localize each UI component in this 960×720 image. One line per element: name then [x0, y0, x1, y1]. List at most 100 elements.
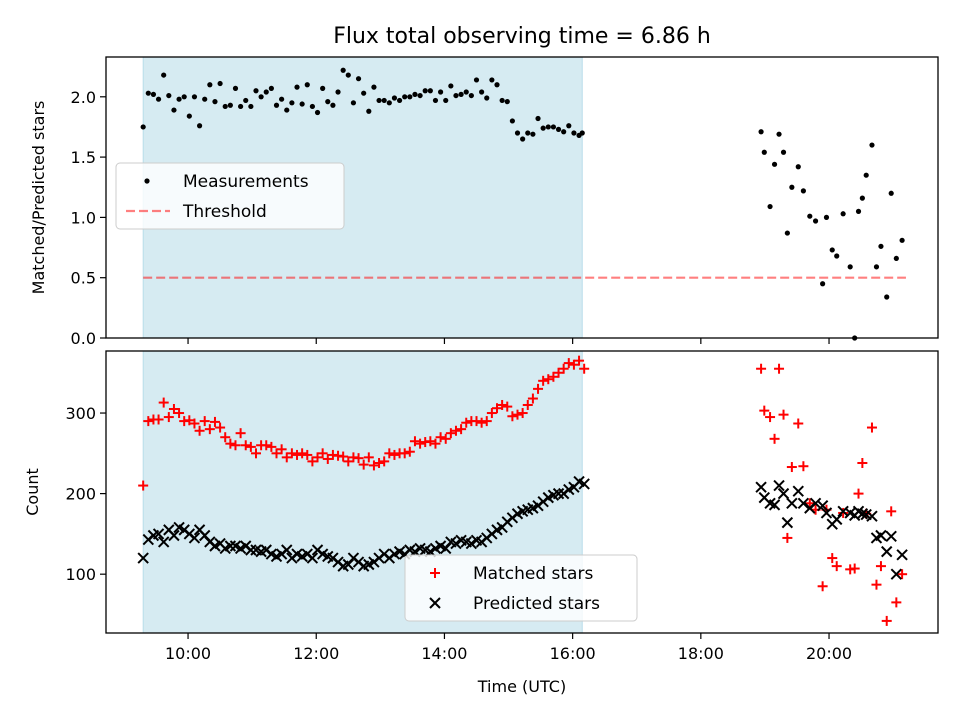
measurement-point: [443, 97, 449, 104]
matched-point: [194, 425, 205, 436]
legend-predicted-marker: [429, 597, 441, 609]
legend-box: [404, 554, 638, 622]
measurement-point: [884, 294, 890, 300]
measurement-point: [758, 129, 764, 135]
legend-predicted-label: Predicted stars: [473, 594, 600, 614]
matched-point: [548, 371, 559, 382]
measurement-point: [304, 82, 310, 88]
matched-point: [756, 363, 767, 374]
measurement-point: [145, 90, 151, 96]
matched-point: [871, 579, 882, 590]
measurement-point: [535, 115, 541, 122]
measurement-point: [463, 89, 469, 95]
matched-point: [782, 532, 793, 543]
matched-point: [174, 408, 185, 419]
matched-point: [798, 461, 809, 472]
count-axes-frame: [105, 350, 939, 634]
legend-ratio: Measurements Threshold: [115, 162, 345, 230]
matched-point: [831, 561, 842, 572]
measurement-point: [268, 85, 274, 91]
measurement-point: [350, 100, 357, 106]
matched-point: [153, 414, 164, 425]
matched-point: [563, 358, 574, 369]
matched-point: [245, 441, 256, 452]
measurement-point: [795, 164, 801, 170]
matched-point: [502, 401, 513, 412]
measurement-point: [176, 96, 182, 102]
chart-title: Flux total observing time = 6.86 h: [333, 24, 711, 49]
matched-point: [199, 416, 210, 427]
measurement-point: [258, 94, 264, 100]
matched-point: [250, 448, 261, 459]
x-tick-label: 14:00: [421, 644, 467, 663]
measurement-point: [437, 89, 444, 95]
matched-point: [235, 428, 246, 439]
predicted-point: [792, 485, 804, 497]
matched-point: [786, 462, 797, 473]
predicted-point: [137, 552, 149, 564]
matched-point: [804, 498, 815, 509]
matched-point: [271, 448, 282, 459]
measurement-point: [161, 72, 167, 78]
measurement-point: [829, 247, 835, 253]
measurement-point: [484, 95, 490, 101]
matched-point: [204, 424, 215, 435]
measurement-point: [847, 264, 853, 270]
measurement-point: [780, 149, 787, 155]
measurement-point: [878, 243, 884, 249]
measurement-point: [840, 211, 846, 217]
legend-measurements-marker: [144, 178, 150, 184]
matched-point: [399, 448, 410, 459]
measurement-point: [407, 94, 413, 100]
measurement-point: [499, 97, 505, 104]
predicted-point: [831, 513, 843, 526]
measurement-point: [232, 85, 239, 91]
y-tick-label: 0.0: [71, 329, 96, 348]
measurement-point: [855, 208, 862, 214]
matched-point: [759, 405, 770, 416]
ratio-axes-frame: [105, 56, 939, 339]
measurement-point: [314, 109, 321, 116]
measurement-point: [371, 84, 377, 90]
measurement-point: [761, 149, 767, 155]
measurement-point: [417, 92, 423, 99]
measurement-point: [361, 90, 367, 96]
measurement-point: [181, 94, 187, 100]
predicted-point: [890, 568, 903, 580]
matched-point: [866, 422, 877, 433]
measurement-point: [776, 131, 782, 137]
measurement-point: [489, 77, 495, 83]
panel-ratio: 0.0 0.5 1.0 1.5 2.0 Matched/Predicted stars Me…: [29, 56, 939, 348]
matched-point: [225, 438, 236, 449]
x-tick-label: 10:00: [165, 644, 211, 663]
matched-point: [430, 438, 441, 449]
matched-point: [261, 440, 272, 451]
matched-point: [286, 448, 297, 459]
matched-point: [312, 452, 323, 463]
matched-point: [158, 397, 169, 408]
matched-point: [886, 506, 897, 517]
matched-point: [363, 452, 374, 463]
measurement-point: [468, 92, 474, 99]
predicted-point: [885, 530, 897, 543]
matched-point: [461, 417, 472, 428]
measurement-point: [207, 82, 213, 88]
predicted-point: [777, 487, 790, 500]
measurement-point: [473, 77, 480, 83]
predicted-point: [809, 497, 822, 509]
measurement-point: [509, 118, 515, 124]
matched-point: [404, 446, 415, 457]
x-axis-label: Time (UTC): [477, 677, 566, 696]
measurement-point: [771, 161, 778, 167]
legend-threshold-label: Threshold: [182, 202, 267, 222]
measurement-point: [140, 124, 146, 130]
matched-point: [220, 432, 231, 443]
measurement-point: [186, 113, 192, 119]
predicted-point: [797, 497, 810, 509]
measurement-point: [545, 124, 551, 130]
y-tick-label: 1.0: [71, 208, 96, 227]
predicted-point: [866, 510, 878, 522]
matched-point: [189, 418, 200, 429]
measurement-point: [530, 131, 536, 137]
